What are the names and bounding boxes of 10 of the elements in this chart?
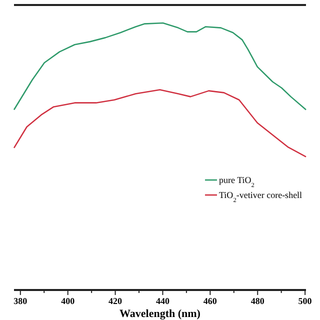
x-tick-label: 400 [61,296,76,306]
x-tick-label: 380 [14,296,28,306]
x-tick-label: 420 [108,296,123,306]
legend-label: TiO$_{2}$-vetiver core-shell [219,190,303,204]
legend-label: pure TiO$_{2}$ [219,175,254,188]
x-tick-label: 460 [203,296,218,306]
x-tick-label: 500 [298,296,312,306]
x-tick-label: 480 [250,296,265,306]
x-tick-label: 440 [156,296,170,306]
x-axis-title: Wavelength (nm) [120,308,201,320]
